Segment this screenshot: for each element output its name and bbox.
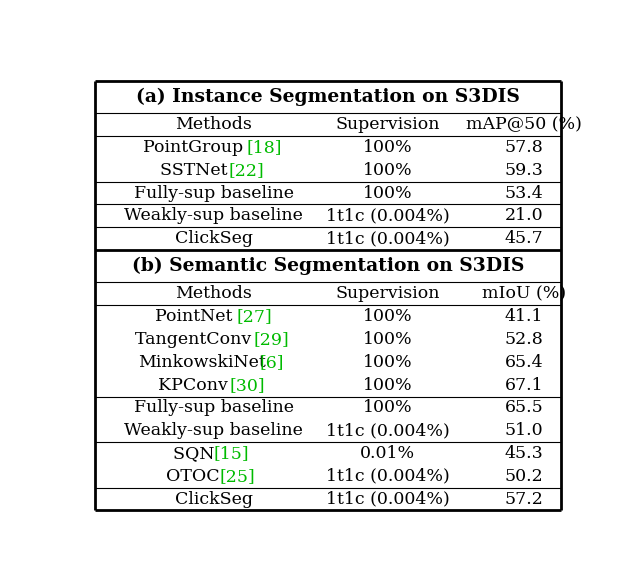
Text: 100%: 100% [363,162,412,179]
Text: 65.4: 65.4 [504,354,543,371]
Text: 41.1: 41.1 [505,309,543,325]
Text: [6]: [6] [260,354,284,371]
Text: 100%: 100% [363,376,412,394]
Text: 52.8: 52.8 [504,331,543,348]
Text: Weakly-sup baseline: Weakly-sup baseline [125,208,303,224]
Text: PointGroup: PointGroup [143,139,249,156]
Text: Weakly-sup baseline: Weakly-sup baseline [125,422,303,439]
Text: SSTNet [22]: SSTNet [22] [159,162,268,179]
Text: (a) Instance Segmentation on S3DIS: (a) Instance Segmentation on S3DIS [136,88,520,106]
Text: mAP@50 (%): mAP@50 (%) [466,116,582,133]
Text: [27]: [27] [237,309,273,325]
Text: ClickSeg: ClickSeg [175,230,253,247]
Text: Supervision: Supervision [335,285,440,302]
Text: 45.3: 45.3 [504,445,543,462]
Text: 21.0: 21.0 [504,208,543,224]
Text: 45.7: 45.7 [504,230,543,247]
Text: 53.4: 53.4 [504,184,543,202]
Text: 100%: 100% [363,184,412,202]
Text: PointNet: PointNet [155,309,237,325]
Text: SQN [15]: SQN [15] [173,445,255,462]
Text: Methods: Methods [175,285,252,302]
Text: TangentConv [29]: TangentConv [29] [135,331,292,348]
Text: 65.5: 65.5 [504,400,543,416]
Text: OTOC: OTOC [166,467,226,485]
Text: 59.3: 59.3 [504,162,543,179]
Text: 100%: 100% [363,309,412,325]
Text: KPConv: KPConv [159,376,234,394]
Text: ClickSeg: ClickSeg [175,491,253,508]
Text: 100%: 100% [363,400,412,416]
Text: Supervision: Supervision [335,116,440,133]
Text: KPConv [30]: KPConv [30] [159,376,269,394]
Text: 50.2: 50.2 [504,467,543,485]
Text: PointGroup [18]: PointGroup [18] [143,139,285,156]
Text: 67.1: 67.1 [504,376,543,394]
Text: 1t1c (0.004%): 1t1c (0.004%) [326,230,449,247]
Text: 1t1c (0.004%): 1t1c (0.004%) [326,208,449,224]
Text: Fully-sup baseline: Fully-sup baseline [134,184,294,202]
Text: 57.2: 57.2 [504,491,543,508]
Text: PointNet [27]: PointNet [27] [155,309,273,325]
Text: [15]: [15] [214,445,250,462]
Text: (b) Semantic Segmentation on S3DIS: (b) Semantic Segmentation on S3DIS [132,257,524,276]
Text: 1t1c (0.004%): 1t1c (0.004%) [326,467,449,485]
Text: 1t1c (0.004%): 1t1c (0.004%) [326,491,449,508]
Text: TangentConv: TangentConv [135,331,257,348]
Text: SSTNet: SSTNet [159,162,232,179]
Text: 0.01%: 0.01% [360,445,415,462]
Text: 100%: 100% [363,354,412,371]
Text: 57.8: 57.8 [504,139,543,156]
Text: OTOC [25]: OTOC [25] [166,467,261,485]
Text: [29]: [29] [253,331,289,348]
Text: SQN: SQN [173,445,220,462]
Text: [30]: [30] [229,376,265,394]
Text: 51.0: 51.0 [504,422,543,439]
Text: Fully-sup baseline: Fully-sup baseline [134,400,294,416]
Text: mIoU (%): mIoU (%) [482,285,566,302]
Text: 100%: 100% [363,139,412,156]
Text: 100%: 100% [363,331,412,348]
Text: [25]: [25] [219,467,255,485]
Text: [22]: [22] [228,162,264,179]
Text: 1t1c (0.004%): 1t1c (0.004%) [326,422,449,439]
Text: MinkowskiNet[6]: MinkowskiNet[6] [138,354,290,371]
Text: MinkowskiNet: MinkowskiNet [138,354,266,371]
Text: Methods: Methods [175,116,252,133]
Text: [18]: [18] [247,139,282,156]
